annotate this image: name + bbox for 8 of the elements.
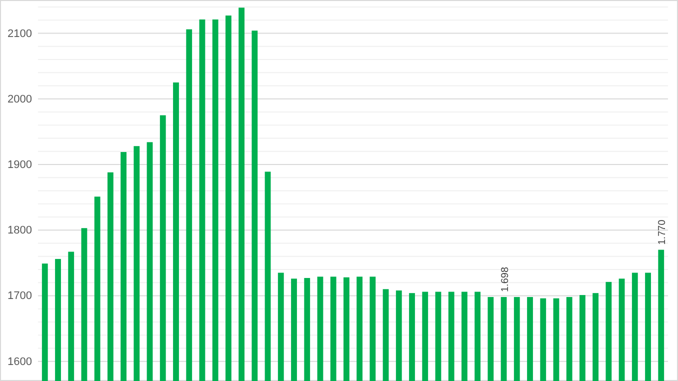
y-tick-label: 2000 bbox=[8, 93, 32, 106]
data-label: 1.698 bbox=[500, 266, 511, 292]
y-tick-label: 1700 bbox=[8, 290, 32, 302]
y-tick-label: 1800 bbox=[8, 224, 32, 237]
y-tick-label: 2100 bbox=[8, 28, 32, 40]
data-label: 1.770 bbox=[657, 219, 668, 245]
y-tick-label: 1600 bbox=[8, 356, 32, 368]
y-tick-label: 1900 bbox=[8, 158, 32, 171]
